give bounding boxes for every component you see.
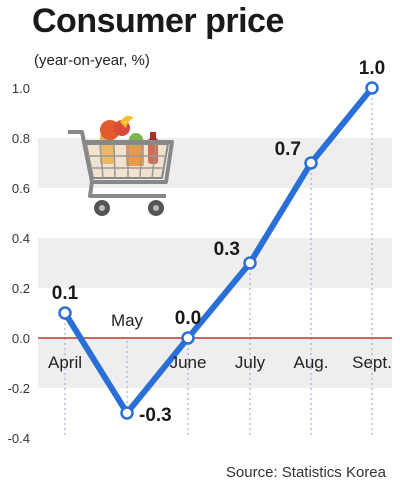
data-point	[120, 406, 134, 420]
x-category-label: April	[48, 353, 82, 372]
data-point	[304, 156, 318, 170]
y-tick-label: 0.6	[12, 181, 30, 196]
data-point	[365, 81, 379, 95]
data-point	[181, 331, 195, 345]
y-tick-label: 1.0	[12, 81, 30, 96]
data-label: 0.1	[52, 283, 79, 304]
source-note: Source: Statistics Korea	[225, 464, 386, 481]
chart-title: Consumer price	[32, 2, 284, 40]
y-tick-label: 0.2	[12, 281, 30, 296]
data-point	[243, 256, 257, 270]
x-category-label: July	[235, 353, 266, 372]
grid-band	[38, 338, 392, 388]
grid-band	[38, 238, 392, 288]
data-label: 0.0	[175, 308, 201, 329]
data-label: -0.3	[139, 405, 172, 426]
x-category-label: May	[111, 311, 144, 330]
y-tick-label: 0.8	[12, 131, 30, 146]
y-tick-label: -0.4	[8, 431, 30, 446]
shopping-cart-icon	[68, 115, 174, 216]
y-tick-label: 0.4	[12, 231, 30, 246]
grid-band	[38, 138, 392, 188]
data-label: 0.3	[214, 239, 240, 260]
x-category-label: Sept.	[352, 353, 392, 372]
data-label: 0.7	[275, 139, 301, 160]
series-line	[62, 85, 375, 416]
x-category-label: Aug.	[294, 353, 329, 372]
y-tick-label: 0.0	[12, 331, 30, 346]
x-category-label: June	[170, 353, 207, 372]
data-point	[58, 306, 72, 320]
data-label: 1.0	[359, 58, 385, 79]
y-tick-label: -0.2	[8, 381, 30, 396]
chart-subtitle: (year-on-year, %)	[34, 52, 150, 69]
